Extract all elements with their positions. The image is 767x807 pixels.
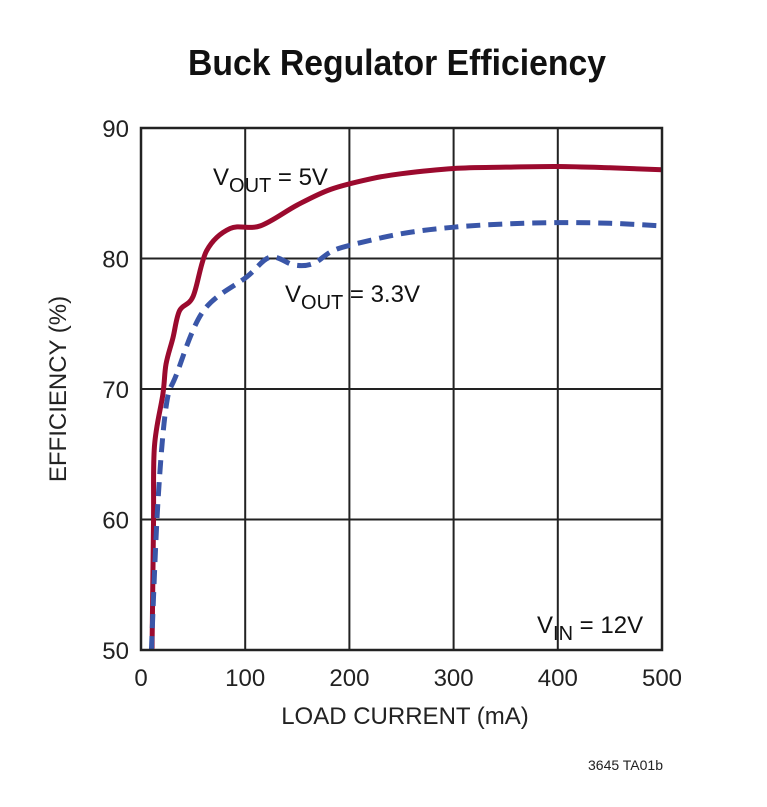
x-tick-label: 200 (329, 665, 369, 692)
x-tick-label: 500 (642, 665, 682, 692)
series-lines (148, 163, 663, 651)
series-label-3v3: VOUT = 3.3V (285, 281, 420, 314)
y-tick-label: 70 (102, 377, 129, 404)
y-tick-label: 90 (102, 116, 129, 143)
x-tick-label: 100 (225, 665, 265, 692)
x-tick-label: 300 (434, 665, 474, 692)
plot-frame (139, 126, 664, 652)
series-line-0 (149, 163, 663, 649)
x-tick-label: 400 (538, 665, 578, 692)
y-tick-label: 80 (102, 247, 129, 274)
chart-title: Buck Regulator Efficiency (188, 42, 606, 83)
x-axis-label: LOAD CURRENT (mA) (281, 703, 529, 730)
footnote: 3645 TA01b (588, 757, 663, 773)
x-tick-label: 0 (134, 665, 147, 692)
y-axis-label: EFFICIENCY (%) (45, 296, 72, 482)
grid (141, 128, 662, 650)
vin-annotation: VIN = 12V (537, 612, 643, 645)
series-line-1 (148, 220, 663, 651)
y-tick-label: 60 (102, 508, 129, 535)
x-ticks: 0 100 200 300 400 500 (134, 665, 682, 692)
series-label-5v: VOUT = 5V (213, 164, 328, 197)
y-ticks: 50 60 70 80 90 (102, 116, 129, 665)
y-tick-label: 50 (102, 638, 129, 665)
